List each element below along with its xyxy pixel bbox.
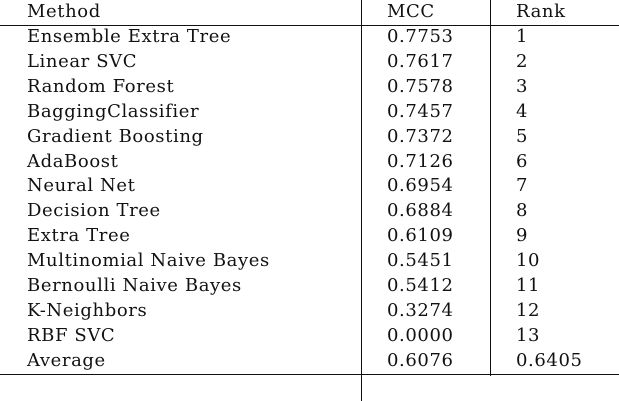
header-rank: Rank bbox=[516, 1, 566, 22]
cell-rank: 4 bbox=[516, 100, 529, 122]
cell-mcc: 0.0000 bbox=[387, 324, 454, 346]
cell-method: Decision Tree bbox=[27, 200, 161, 222]
cell-rank: 13 bbox=[516, 324, 541, 346]
cell-method: Bernoulli Naive Bayes bbox=[27, 275, 242, 296]
cell-rank: 0.6405 bbox=[516, 349, 583, 371]
cell-rank: 5 bbox=[516, 125, 529, 147]
cell-mcc: 0.6109 bbox=[387, 225, 454, 247]
cell-rank: 8 bbox=[516, 200, 529, 222]
cell-mcc: 0.7578 bbox=[387, 75, 454, 97]
cell-mcc: 0.6954 bbox=[387, 175, 454, 197]
cell-rank: 10 bbox=[516, 250, 541, 272]
column-divider-mcc-rank bbox=[490, 0, 491, 376]
cell-rank: 1 bbox=[516, 26, 529, 47]
cell-rank: 11 bbox=[516, 275, 541, 296]
cell-rank: 6 bbox=[516, 150, 529, 172]
cell-method: Gradient Boosting bbox=[27, 125, 204, 147]
cell-mcc: 0.7753 bbox=[387, 26, 454, 47]
column-divider-method-mcc bbox=[361, 0, 362, 401]
cell-rank: 7 bbox=[516, 175, 529, 197]
cell-method: RBF SVC bbox=[27, 324, 116, 346]
header-method: Method bbox=[27, 1, 101, 22]
cell-rank: 2 bbox=[516, 50, 529, 72]
cell-mcc: 0.6076 bbox=[387, 349, 454, 371]
cell-mcc: 0.7372 bbox=[387, 125, 454, 147]
cell-mcc: 0.7457 bbox=[387, 100, 454, 122]
cell-rank: 12 bbox=[516, 299, 541, 321]
cell-method: BaggingClassifier bbox=[27, 100, 200, 122]
cell-mcc: 0.3274 bbox=[387, 299, 454, 321]
cell-method: AdaBoost bbox=[27, 150, 119, 172]
cell-method: K-Neighbors bbox=[27, 299, 148, 321]
cell-mcc: 0.7617 bbox=[387, 50, 454, 72]
header-mcc: MCC bbox=[387, 1, 435, 22]
cell-rank: 9 bbox=[516, 225, 529, 247]
bottom-rule bbox=[0, 374, 619, 375]
cell-mcc: 0.6884 bbox=[387, 200, 454, 222]
cell-method: Ensemble Extra Tree bbox=[27, 26, 232, 47]
cell-method: Average bbox=[27, 349, 106, 371]
cell-mcc: 0.5412 bbox=[387, 275, 454, 296]
header-rule bbox=[0, 25, 619, 26]
cell-method: Linear SVC bbox=[27, 50, 138, 72]
cell-method: Neural Net bbox=[27, 175, 136, 197]
cell-method: Multinomial Naive Bayes bbox=[27, 250, 270, 272]
cell-mcc: 0.5451 bbox=[387, 250, 454, 272]
cell-method: Extra Tree bbox=[27, 225, 131, 247]
cell-mcc: 0.7126 bbox=[387, 150, 454, 172]
cell-method: Random Forest bbox=[27, 75, 175, 97]
cell-rank: 3 bbox=[516, 75, 529, 97]
